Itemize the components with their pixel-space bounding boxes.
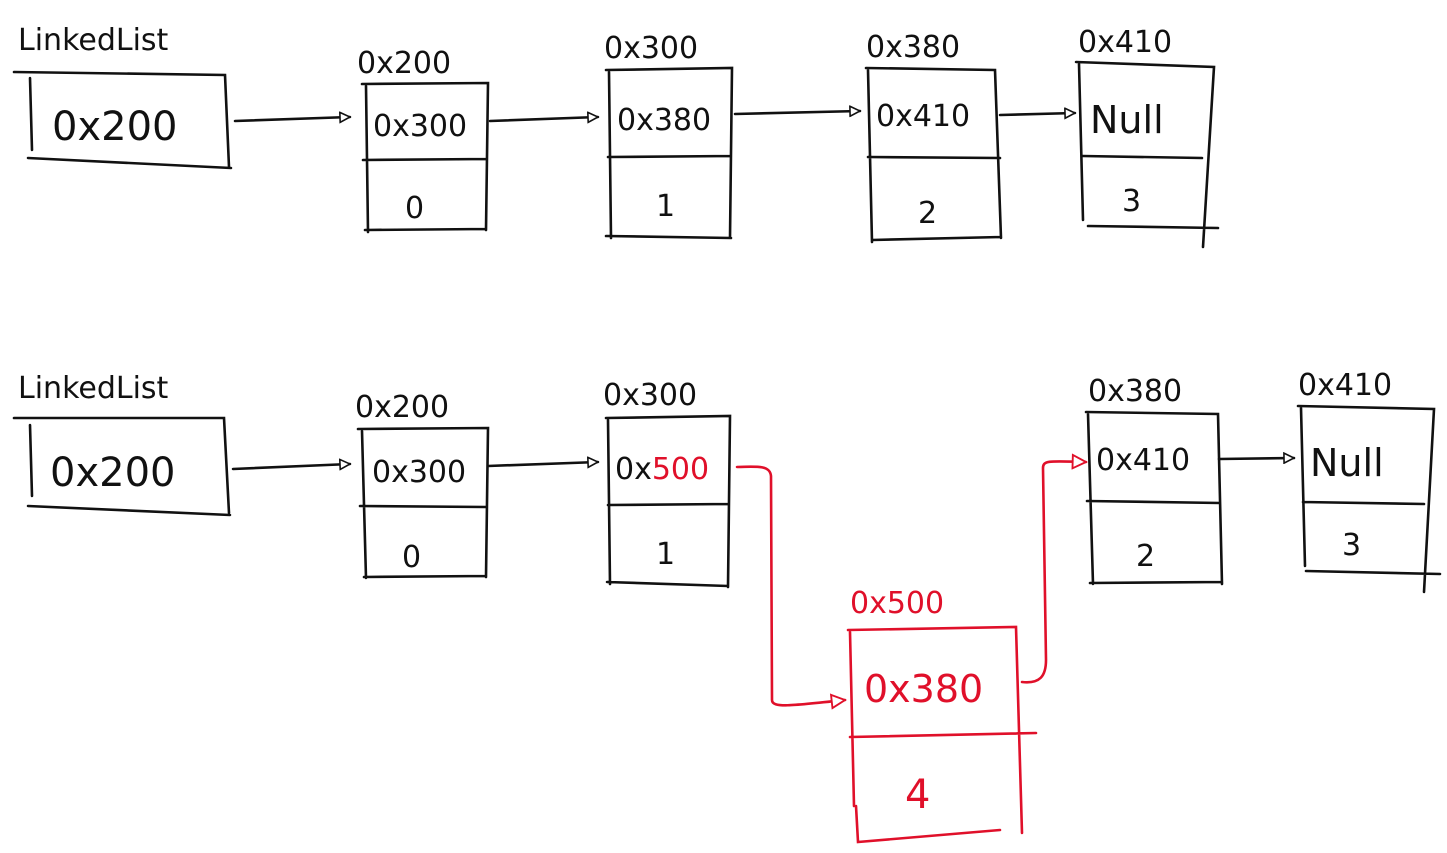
before-head: LinkedList 0x200	[12, 23, 233, 170]
node-address: 0x300	[604, 31, 698, 66]
node-address: 0x410	[1298, 368, 1392, 403]
after-head-box	[12, 416, 232, 517]
node-address: 0x380	[866, 30, 960, 65]
node-next: 0x410	[876, 99, 970, 134]
node-value: 2	[1136, 539, 1155, 574]
node-value: 3	[1122, 184, 1141, 219]
before-head-label: LinkedList	[18, 23, 169, 58]
node-next: 0x380	[617, 103, 711, 138]
after-head: LinkedList 0x200	[12, 371, 232, 517]
after-head-value: 0x200	[50, 450, 175, 496]
node-box	[604, 414, 732, 589]
node-next: 0x300	[373, 109, 467, 144]
node-next: 0x380	[864, 667, 983, 711]
before-arrow-head-to-node1	[233, 117, 352, 121]
node-value: 1	[656, 189, 675, 224]
node-value: 0	[402, 540, 421, 575]
before-node-0x200: 0x200 0x300 0	[357, 46, 490, 234]
node-box	[604, 66, 734, 240]
node-address: 0x200	[357, 46, 451, 81]
node-box	[1296, 404, 1442, 594]
arrow-inserted-to-node3	[1020, 461, 1086, 684]
node-address: 0x410	[1078, 25, 1172, 60]
node-address: 0x380	[1088, 374, 1182, 409]
before-node-0x300: 0x300 0x380 1	[604, 31, 734, 240]
node-value: 1	[656, 537, 675, 572]
node-address: 0x500	[850, 586, 944, 621]
after-arrow-head-to-node1	[231, 464, 352, 469]
before-arrow-node3-to-node4	[998, 113, 1077, 115]
before-arrow-node2-to-node3	[733, 111, 862, 114]
node-next-prefix: 0x	[615, 452, 652, 487]
before-node-0x410: 0x410 Null 3	[1074, 25, 1220, 249]
node-box	[356, 426, 490, 580]
after-node-0x380: 0x380 0x410 2	[1084, 374, 1224, 586]
node-address: 0x300	[603, 378, 697, 413]
node-next: 0x500	[615, 452, 709, 487]
before-head-box	[12, 70, 233, 170]
arrow-node2-to-inserted	[735, 465, 845, 706]
after-arrow-node1-to-node2	[486, 462, 600, 466]
node-next: 0x410	[1096, 443, 1190, 478]
node-value: 2	[918, 196, 937, 231]
node-next: 0x300	[372, 455, 466, 490]
node-box	[1084, 410, 1224, 586]
node-next-changed: 500	[652, 452, 709, 487]
node-address: 0x200	[355, 390, 449, 425]
inserted-node-0x500: 0x500 0x380 4	[846, 586, 1038, 844]
after-head-label: LinkedList	[18, 371, 169, 406]
before-head-value: 0x200	[52, 104, 177, 150]
after-node-0x410: 0x410 Null 3	[1296, 368, 1442, 594]
node-value: 3	[1342, 528, 1361, 563]
node-box	[1074, 60, 1220, 249]
before-list: LinkedList 0x200 0x200 0x300 0 0x300 0x3…	[12, 23, 1220, 249]
node-box	[360, 81, 490, 234]
inserted-node-group: 0x500 0x380 4	[735, 461, 1086, 844]
after-arrow-node3-to-node4	[1217, 458, 1296, 459]
node-next: Null	[1090, 98, 1164, 142]
after-node-0x300: 0x300 0x500 1	[603, 378, 732, 589]
node-box	[864, 66, 1003, 244]
node-box	[846, 625, 1038, 844]
node-next: Null	[1310, 441, 1384, 485]
node-value: 0	[405, 191, 424, 226]
node-value: 4	[905, 772, 930, 818]
before-arrow-node1-to-node2	[488, 117, 600, 121]
after-list: LinkedList 0x200 0x200 0x300 0 0x300 0x5…	[12, 368, 1442, 594]
after-node-0x200: 0x200 0x300 0	[355, 390, 490, 580]
before-node-0x380: 0x380 0x410 2	[864, 30, 1003, 244]
